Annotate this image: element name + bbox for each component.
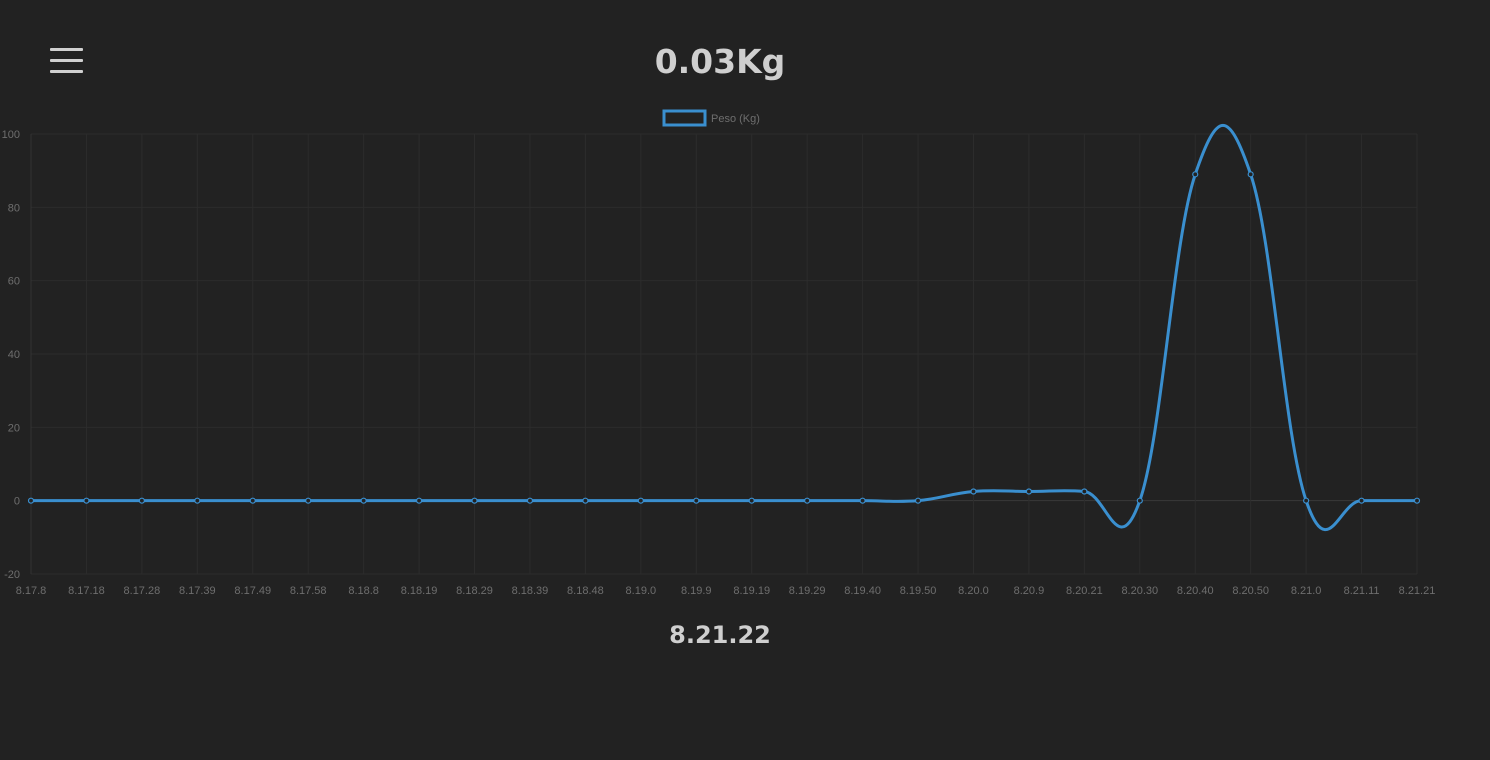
data-point bbox=[249, 497, 256, 504]
data-point bbox=[914, 497, 922, 504]
x-tick-label: 8.18.19 bbox=[401, 585, 438, 597]
hamburger-menu-icon-bar bbox=[50, 70, 83, 73]
legend-label: Peso (Kg) bbox=[711, 113, 760, 125]
x-tick-label: 8.21.21 bbox=[1399, 585, 1436, 597]
x-tick-label: 8.19.0 bbox=[626, 585, 657, 597]
data-point bbox=[970, 488, 977, 495]
data-point bbox=[693, 497, 700, 504]
y-tick-label: 60 bbox=[8, 276, 20, 288]
x-tick-label: 8.20.30 bbox=[1121, 585, 1158, 597]
data-point bbox=[1136, 497, 1143, 504]
data-point bbox=[360, 497, 367, 504]
x-tick-label: 8.20.9 bbox=[1014, 585, 1045, 597]
x-tick-label: 8.17.28 bbox=[124, 585, 161, 597]
weight-readout: 0.03Kg bbox=[654, 42, 786, 81]
data-point bbox=[526, 497, 534, 504]
x-tick-label: 8.19.9 bbox=[681, 585, 712, 597]
data-point bbox=[83, 497, 90, 504]
x-tick-label: 8.17.18 bbox=[68, 585, 105, 597]
data-point bbox=[804, 497, 811, 504]
x-tick-label: 8.18.8 bbox=[348, 585, 379, 597]
x-tick-label: 8.17.58 bbox=[290, 585, 327, 597]
x-tick-label: 8.17.49 bbox=[234, 585, 271, 597]
data-point bbox=[1192, 171, 1199, 178]
menu-button[interactable] bbox=[50, 48, 83, 74]
y-tick-label: 80 bbox=[8, 202, 20, 214]
data-point bbox=[1247, 171, 1254, 178]
x-tick-label: 8.20.21 bbox=[1066, 585, 1103, 597]
legend-swatch bbox=[662, 109, 707, 127]
hamburger-menu-icon-bar bbox=[50, 59, 83, 62]
data-point bbox=[859, 497, 866, 504]
x-tick-label: 8.19.50 bbox=[900, 585, 937, 597]
hamburger-menu-icon bbox=[50, 48, 83, 51]
data-point bbox=[305, 497, 312, 504]
series-line-peso bbox=[31, 124, 1417, 532]
data-point bbox=[471, 497, 478, 504]
y-tick-label: 20 bbox=[8, 422, 20, 434]
data-point bbox=[1303, 497, 1310, 504]
data-point bbox=[748, 497, 755, 504]
data-point bbox=[415, 497, 423, 504]
x-tick-label: 8.17.8 bbox=[16, 585, 47, 597]
data-point bbox=[582, 497, 589, 504]
x-tick-label: 8.19.29 bbox=[789, 585, 826, 597]
y-tick-label: 100 bbox=[2, 129, 20, 141]
data-point bbox=[1081, 488, 1088, 495]
y-tick-label: -20 bbox=[4, 569, 20, 581]
x-tick-label: 8.18.39 bbox=[512, 585, 549, 597]
data-point bbox=[637, 497, 644, 504]
x-tick-label: 8.21.0 bbox=[1291, 585, 1322, 597]
x-tick-label: 8.19.40 bbox=[844, 585, 881, 597]
data-point bbox=[1413, 497, 1421, 504]
x-tick-label: 8.18.48 bbox=[567, 585, 604, 597]
data-point bbox=[27, 497, 35, 504]
data-point bbox=[194, 497, 201, 504]
data-point bbox=[138, 497, 145, 504]
x-tick-label: 8.17.39 bbox=[179, 585, 216, 597]
x-tick-label: 8.20.0 bbox=[958, 585, 989, 597]
data-point bbox=[1025, 488, 1033, 495]
x-tick-label: 8.21.11 bbox=[1344, 585, 1380, 597]
data-point bbox=[1358, 497, 1365, 504]
y-tick-label: 0 bbox=[14, 496, 20, 508]
x-tick-label: 8.18.29 bbox=[456, 585, 493, 597]
x-tick-label: 8.19.19 bbox=[733, 585, 770, 597]
x-tick-label: 8.20.50 bbox=[1232, 585, 1269, 597]
current-time: 8.21.22 bbox=[669, 621, 771, 649]
y-tick-label: 40 bbox=[8, 349, 20, 361]
weight-chart: 100 80 60 40 20 0 -20 8.17.8 8.17.18 8.17.28 8.17.… bbox=[2, 109, 1436, 597]
x-tick-label: 8.20.40 bbox=[1177, 585, 1214, 597]
